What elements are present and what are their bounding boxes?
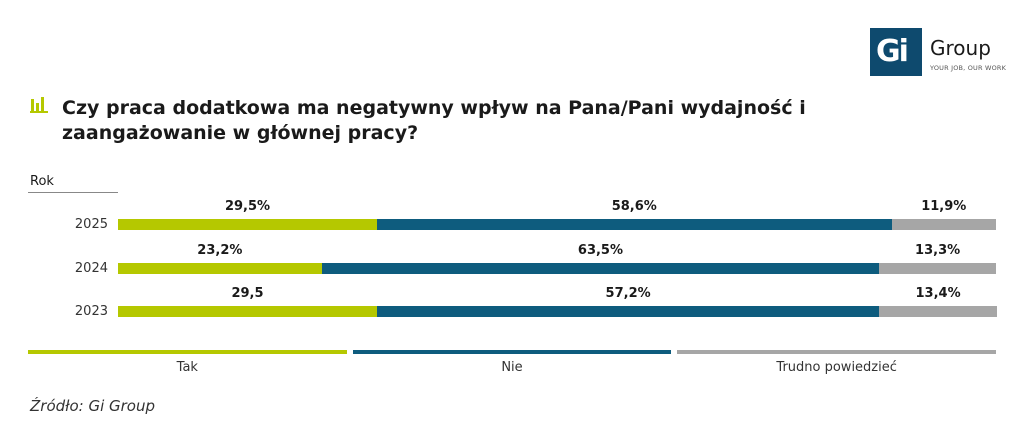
logo-wordmark: Group [930,36,991,60]
data-label-2023-nie: 57,2% [605,286,651,301]
legend-label-tak: Tak [176,360,198,375]
data-label-2025-nie: 58,6% [611,199,657,214]
bar-2023-trudno-powiedzieć [879,306,997,317]
axis-label-rok: Rok [30,174,54,189]
legend-swatch-trudno-powiedzieć [677,350,996,354]
bar-2024-tak [118,263,322,274]
bar-chart-icon [30,97,48,113]
data-label-2024-trudno-powiedzieć: 13,3% [915,243,961,258]
gi-group-logo: Gi Group YOUR JOB, OUR WORK [870,28,1006,78]
legend-swatch-tak [28,350,347,354]
bar-2025-trudno-powiedzieć [891,219,996,230]
data-label-2024-nie: 63,5% [577,243,624,258]
chart-title: Czy praca dodatkowa ma negatywny wpływ n… [62,97,806,144]
data-label-2024-tak: 23,2% [197,243,243,258]
year-label-2024: 2024 [74,261,108,276]
source-note: Źródło: Gi Group [30,397,156,415]
bar-2025-nie [377,219,892,230]
data-label-2025-tak: 29,5% [224,199,271,214]
legend-swatch-nie [352,350,672,354]
gi-logo-mark: Gi [870,28,922,76]
bar-2024-nie [321,263,880,274]
logo-tagline: YOUR JOB, OUR WORK [930,64,1007,72]
legend-label-nie: Nie [501,360,523,375]
logo-mark-text: Gi [876,34,909,69]
axis-label-underline [28,192,118,193]
data-label-2023-tak: 29,5 [231,286,264,301]
bar-2023-nie [377,306,880,317]
legend-label-trudno-powiedzieć: Trudno powiedzieć [776,360,897,375]
year-label-2023: 2023 [74,304,108,319]
data-label-2023-trudno-powiedzieć: 13,4% [915,286,961,301]
data-label-2025-trudno-powiedzieć: 11,9% [921,199,967,214]
year-label-2025: 2025 [74,217,108,232]
bar-2023-tak [118,306,377,317]
bar-2024-trudno-powiedzieć [879,263,996,274]
bar-2025-tak [118,219,377,230]
